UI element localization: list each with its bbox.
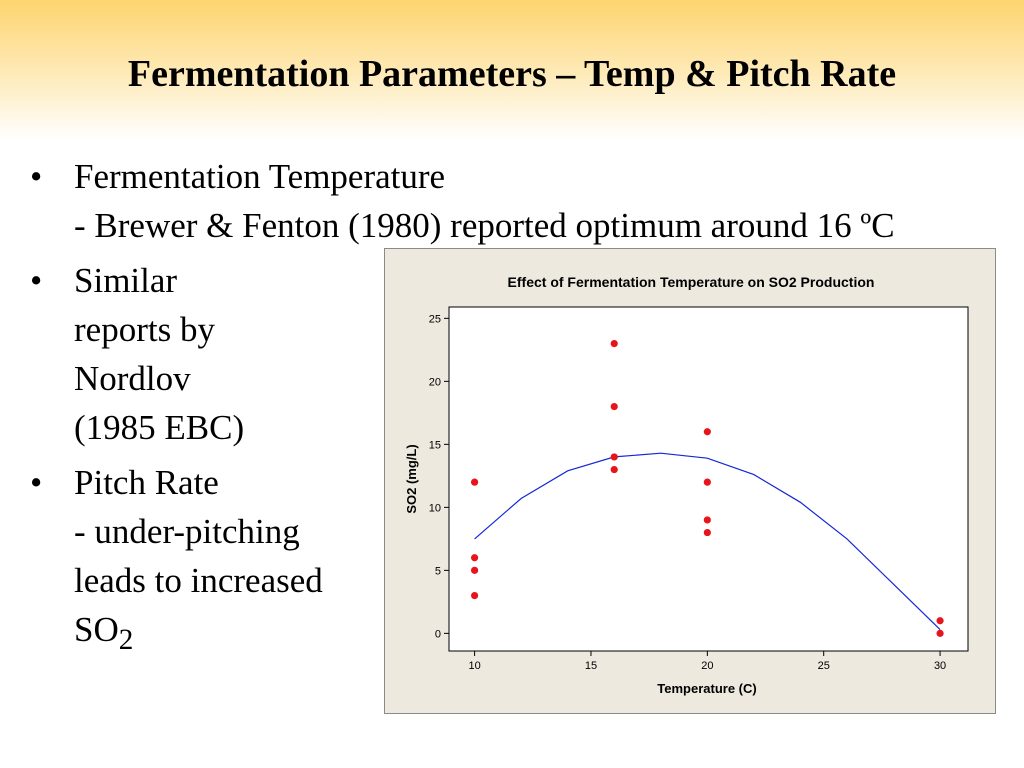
bullet-line-so2: SO2 xyxy=(74,605,323,656)
so2-subscript: 2 xyxy=(118,624,134,656)
y-tick-label: 25 xyxy=(429,313,441,325)
fit-line xyxy=(474,452,941,631)
data-point xyxy=(703,478,711,486)
data-point xyxy=(703,428,711,436)
data-point xyxy=(610,465,618,474)
y-tick-label: 15 xyxy=(429,439,441,451)
bullet-line: Nordlov xyxy=(74,359,191,398)
fit-line-layer xyxy=(474,452,941,631)
so2-text: SO xyxy=(74,610,119,649)
bullet-line: Fermentation Temperature xyxy=(74,157,446,196)
bullet-line: leads to increased xyxy=(74,561,323,600)
data-points-layer xyxy=(471,339,944,637)
data-point xyxy=(471,591,479,600)
x-tick-label: 30 xyxy=(934,660,946,672)
data-point xyxy=(936,629,944,637)
x-tick-label: 10 xyxy=(468,660,480,672)
y-axis-label: SO2 (mg/L) xyxy=(404,444,419,513)
chart-panel: Effect of Fermentation Temperature on SO… xyxy=(384,248,996,714)
x-tick-label: 25 xyxy=(818,660,830,672)
data-point xyxy=(703,516,711,524)
axis-ticks: 10 15 20 25 30 0 5 10 15 20 25 xyxy=(429,313,946,672)
bullet-line: - under-pitching xyxy=(74,512,300,551)
data-point xyxy=(610,339,618,348)
scatter-chart: Effect of Fermentation Temperature on SO… xyxy=(404,274,969,696)
y-tick-label: 0 xyxy=(435,628,441,640)
x-tick-label: 15 xyxy=(585,660,597,672)
y-tick-label: 20 xyxy=(429,376,441,388)
data-point xyxy=(471,554,479,562)
bullet-marker: • xyxy=(30,463,43,502)
bullet-line: reports by xyxy=(74,310,215,349)
bullet-marker: • xyxy=(30,157,43,196)
bullet-line: Pitch Rate xyxy=(74,463,219,502)
y-tick-label: 10 xyxy=(429,502,441,514)
data-point xyxy=(703,528,711,537)
x-axis-label: Temperature (C) xyxy=(657,681,756,696)
chart-title: Effect of Fermentation Temperature on SO… xyxy=(508,274,875,290)
data-point xyxy=(471,478,479,486)
bullet-line: (1985 EBC) xyxy=(74,408,245,447)
data-point xyxy=(471,566,479,574)
bullet-marker: • xyxy=(30,261,43,300)
y-tick-label: 5 xyxy=(435,565,441,577)
data-point xyxy=(936,617,944,625)
data-point xyxy=(610,402,618,411)
x-tick-label: 20 xyxy=(701,660,713,672)
slide-title: Fermentation Parameters – Temp & Pitch R… xyxy=(127,53,897,95)
bullet-line: - Brewer & Fenton (1980) reported optimu… xyxy=(74,206,895,245)
bullet-line: Similar xyxy=(74,261,178,300)
data-point xyxy=(610,453,618,461)
